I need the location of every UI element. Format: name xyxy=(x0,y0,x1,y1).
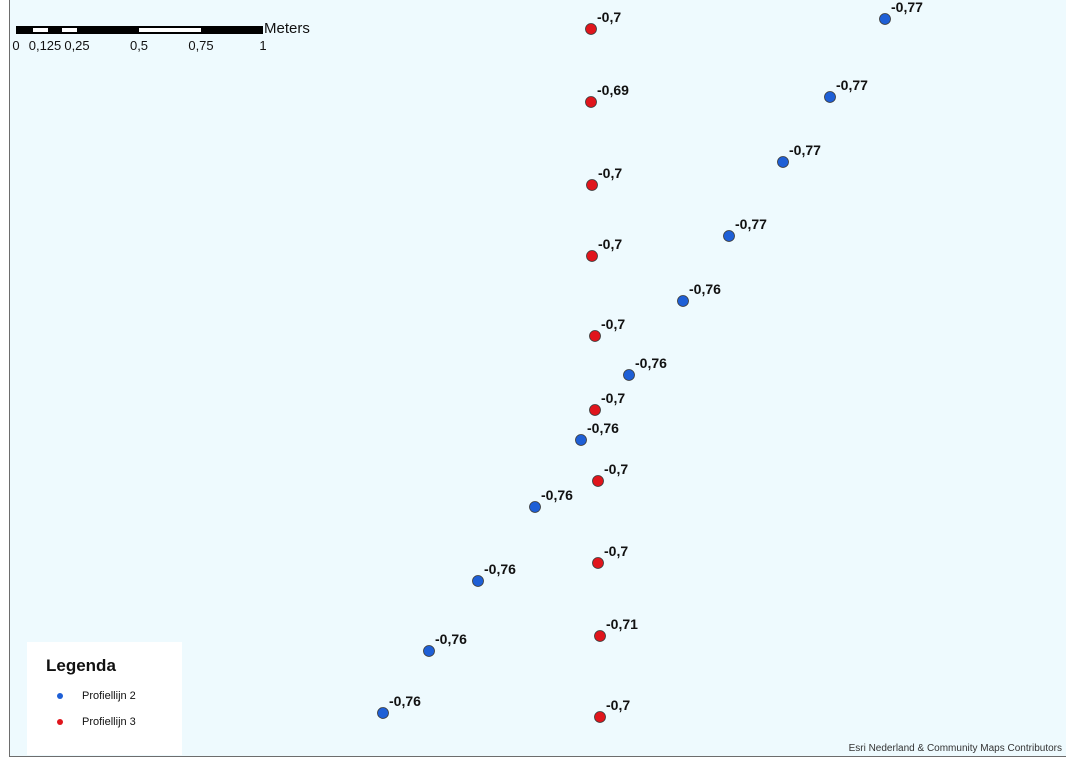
profiellijn_3-point[interactable] xyxy=(592,557,604,569)
profiellijn_3-point[interactable] xyxy=(594,711,606,723)
profiellijn_3-point[interactable] xyxy=(586,179,598,191)
profiellijn_2-point[interactable] xyxy=(723,230,735,242)
scale-bar-segment xyxy=(16,26,33,34)
profiellijn_3-point[interactable] xyxy=(594,630,606,642)
profiellijn_3-point[interactable] xyxy=(592,475,604,487)
map-canvas[interactable]: -0,77 -0,77 -0,77 -0,77 -0,76 -0,76 -0,76 -0,76… xyxy=(9,0,1066,757)
profiellijn_3-point-label: -0,7 xyxy=(606,697,630,713)
profiellijn_2-point[interactable] xyxy=(472,575,484,587)
profiellijn_2-point[interactable] xyxy=(623,369,635,381)
profiellijn_2-point[interactable] xyxy=(777,156,789,168)
profiellijn_2-point[interactable] xyxy=(377,707,389,719)
profiellijn_2-point[interactable] xyxy=(575,434,587,446)
profiellijn_3-point-label: -0,7 xyxy=(597,9,621,25)
profiellijn_3-point-label: -0,7 xyxy=(604,543,628,559)
profiellijn_3-point[interactable] xyxy=(589,404,601,416)
profiellijn_2-point[interactable] xyxy=(879,13,891,25)
scale-bar-segment xyxy=(62,26,77,34)
scale-bar-tick: 0,25 xyxy=(64,38,90,53)
profiellijn_2-point-label: -0,76 xyxy=(389,693,421,709)
legend-symbol-blue-dot xyxy=(57,693,63,699)
profiellijn_2-point[interactable] xyxy=(423,645,435,657)
profiellijn_2-point-label: -0,76 xyxy=(541,487,573,503)
legend-item: Profiellijn 2 xyxy=(57,688,136,704)
scale-bar-segment xyxy=(201,26,263,34)
profiellijn_3-point[interactable] xyxy=(589,330,601,342)
profiellijn_3-point[interactable] xyxy=(585,23,597,35)
scale-bar-segment xyxy=(77,26,139,34)
scale-bar-tick: 0,5 xyxy=(129,38,149,53)
legend-item-label: Profiellijn 2 xyxy=(82,690,136,702)
profiellijn_2-point[interactable] xyxy=(824,91,836,103)
scale-bar-tick: 1 xyxy=(259,38,267,53)
profiellijn_2-point-label: -0,76 xyxy=(435,631,467,647)
scale-bar-segment xyxy=(139,26,201,34)
scale-bar: Meters 0 0,125 0,25 0,5 0,75 1 xyxy=(12,20,336,60)
profiellijn_2-point-label: -0,77 xyxy=(735,216,767,232)
profiellijn_2-point-label: -0,77 xyxy=(836,77,868,93)
legend-item: Profiellijn 3 xyxy=(57,714,136,730)
profiellijn_3-point-label: -0,7 xyxy=(598,165,622,181)
profiellijn_3-point-label: -0,7 xyxy=(601,390,625,406)
profiellijn_2-point-label: -0,77 xyxy=(891,0,923,15)
profiellijn_2-point[interactable] xyxy=(529,501,541,513)
profiellijn_3-point-label: -0,7 xyxy=(604,461,628,477)
profiellijn_3-point-label: -0,7 xyxy=(601,316,625,332)
scale-bar-segment xyxy=(48,26,62,34)
profiellijn_3-point[interactable] xyxy=(586,250,598,262)
profiellijn_2-point-label: -0,76 xyxy=(587,420,619,436)
profiellijn_2-point-label: -0,77 xyxy=(789,142,821,158)
profiellijn_3-point-label: -0,71 xyxy=(606,616,638,632)
legend-symbol-red-dot xyxy=(57,719,63,725)
scale-bar-tick: 0,75 xyxy=(188,38,214,53)
attribution-text: Esri Nederland & Community Maps Contribu… xyxy=(848,743,1062,754)
legend: Legenda Profiellijn 2 Profiellijn 3 xyxy=(27,642,182,755)
profiellijn_2-point[interactable] xyxy=(677,295,689,307)
scale-bar-tick: 0,125 xyxy=(28,38,62,53)
scale-bar-tick: 0 xyxy=(12,38,20,53)
scale-bar-segment xyxy=(33,26,48,34)
profiellijn_2-point-label: -0,76 xyxy=(484,561,516,577)
legend-item-label: Profiellijn 3 xyxy=(82,716,136,728)
scale-bar-unit: Meters xyxy=(264,20,310,37)
profiellijn_2-point-label: -0,76 xyxy=(689,281,721,297)
profiellijn_2-point-label: -0,76 xyxy=(635,355,667,371)
legend-title: Legenda xyxy=(46,656,116,675)
profiellijn_3-point[interactable] xyxy=(585,96,597,108)
profiellijn_3-point-label: -0,7 xyxy=(598,236,622,252)
point-layer: -0,77 -0,77 -0,77 -0,77 -0,76 -0,76 -0,76 -0,76… xyxy=(377,0,923,723)
profiellijn_3-point-label: -0,69 xyxy=(597,82,629,98)
